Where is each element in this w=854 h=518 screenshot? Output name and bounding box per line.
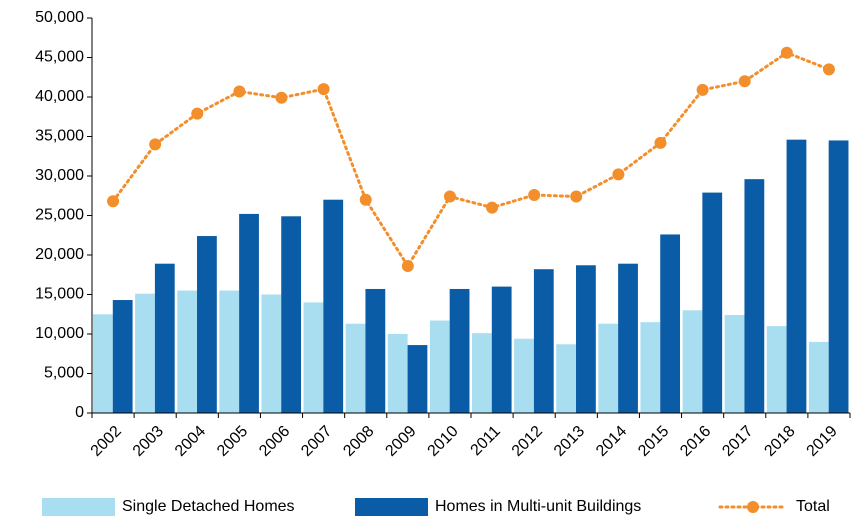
bar (472, 333, 492, 413)
total-marker (359, 193, 372, 206)
x-tick-label: 2014 (593, 423, 630, 460)
x-tick-label: 2012 (509, 423, 546, 460)
bar (556, 344, 577, 413)
bar (239, 213, 259, 413)
bar (365, 288, 386, 413)
bar (766, 326, 787, 413)
legend-swatch (355, 498, 428, 516)
total-marker (738, 75, 751, 88)
bar (197, 236, 217, 413)
bar (387, 334, 408, 413)
bar (303, 302, 324, 413)
x-tick-label: 2015 (635, 423, 672, 460)
bar (93, 314, 113, 413)
x-tick-label: 2003 (130, 423, 167, 460)
total-marker (233, 85, 246, 98)
x-tick-label: 2013 (551, 423, 588, 460)
x-tick-label: 2011 (468, 423, 504, 459)
bar (702, 192, 723, 413)
total-line (111, 51, 831, 269)
bar (682, 310, 703, 413)
bar (640, 322, 661, 413)
bar (514, 338, 534, 413)
total-marker (486, 201, 499, 214)
x-tick-label: 2008 (340, 423, 377, 460)
bar (177, 290, 198, 413)
y-tick-label: 35,000 (35, 128, 84, 145)
x-tick-label: 2010 (425, 423, 462, 460)
bar (598, 323, 619, 413)
x-tick-label: 2007 (298, 423, 335, 460)
y-tick-label: 30,000 (35, 167, 84, 184)
x-tick-label: 2004 (172, 423, 209, 460)
total-marker (191, 107, 204, 120)
total-marker (696, 83, 709, 96)
bar (345, 323, 366, 413)
legend-marker (747, 501, 759, 513)
bar (112, 300, 133, 413)
y-tick-label: 20,000 (35, 246, 84, 263)
total-marker (443, 190, 456, 203)
y-tick-label: 40,000 (35, 88, 84, 105)
legend-label: Homes in Multi-unit Buildings (435, 498, 641, 515)
bar (744, 179, 765, 413)
total-marker (780, 46, 793, 59)
total-marker (401, 260, 414, 273)
bar (449, 288, 470, 413)
x-tick-label: 2017 (719, 423, 756, 460)
total-marker (612, 168, 625, 181)
y-tick-label: 45,000 (35, 49, 84, 66)
y-tick-label: 50,000 (35, 9, 84, 26)
bar (828, 140, 849, 413)
x-tick-label: 2019 (804, 423, 841, 460)
bar (219, 290, 240, 413)
bar (576, 265, 596, 413)
bar (429, 320, 450, 413)
total-marker (107, 195, 120, 208)
y-tick-label: 5,000 (44, 365, 84, 382)
x-tick-label: 2009 (382, 423, 419, 460)
x-tick-label: 2005 (214, 423, 251, 460)
x-tick-label: 2016 (677, 423, 714, 460)
bar (724, 315, 745, 413)
bar (618, 263, 638, 413)
total-marker (822, 63, 835, 76)
bar (281, 216, 302, 413)
bar (261, 294, 282, 413)
y-tick-label: 0 (75, 404, 84, 421)
bar (154, 263, 175, 413)
bar (786, 139, 807, 413)
x-tick-label: 2018 (761, 423, 798, 460)
y-tick-label: 25,000 (35, 207, 84, 224)
total-marker (149, 138, 162, 151)
bar (533, 269, 554, 413)
bar (407, 345, 428, 413)
total-marker (570, 190, 583, 203)
total-marker (317, 83, 330, 96)
total-marker (528, 188, 541, 201)
x-tick-label: 2002 (88, 423, 125, 460)
x-tick-label: 2006 (256, 423, 293, 460)
total-marker (275, 91, 288, 104)
total-marker (654, 136, 667, 149)
legend-label: Single Detached Homes (122, 498, 295, 515)
legend-label: Total (796, 498, 830, 515)
y-tick-label: 15,000 (35, 286, 84, 303)
bar (323, 199, 344, 413)
bar (808, 341, 829, 413)
y-tick-label: 10,000 (35, 325, 84, 342)
bar (135, 293, 155, 413)
bar (491, 286, 512, 413)
bar (660, 234, 681, 413)
legend-swatch (42, 498, 115, 516)
